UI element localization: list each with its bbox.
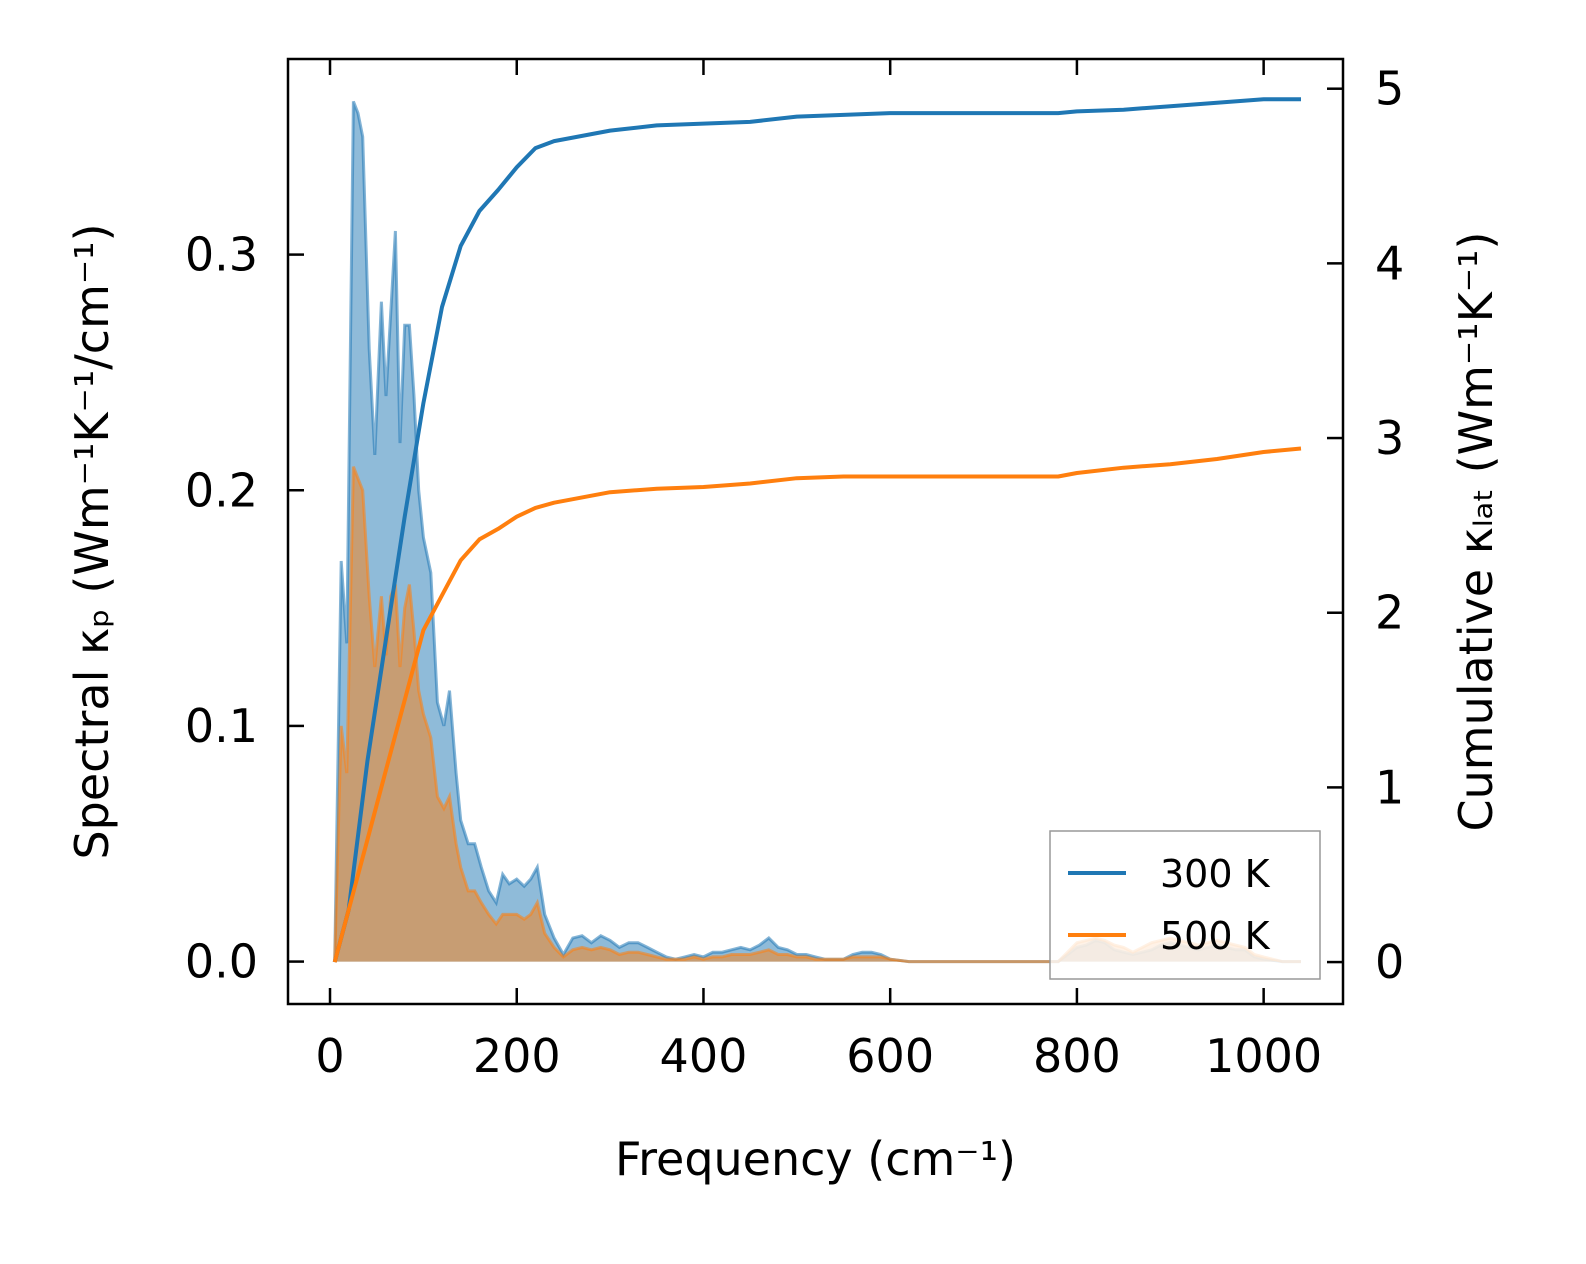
y-axis-left-title: Spectral κₚ (Wm⁻¹K⁻¹/cm⁻¹) [65, 223, 119, 859]
x-tick-label: 0 [315, 1029, 344, 1083]
cumulative-lines [332, 97, 1302, 963]
x-tick-label: 600 [846, 1029, 934, 1083]
x-axis-title: Frequency (cm⁻¹) [615, 1132, 1016, 1186]
y-right-tick-label: 2 [1375, 586, 1404, 640]
legend: 300 K 500 K [1049, 830, 1321, 980]
ticks: 0 200 400 600 800 1000 0.0 0.1 0.2 0.3 0 1 2 3 4 5 [185, 59, 1404, 1083]
x-tick-label: 400 [660, 1029, 748, 1083]
y-axis-right-title: Cumulative κₗₐₜ (Wm⁻¹K⁻¹) [1449, 232, 1503, 832]
x-tick-label: 800 [1033, 1029, 1121, 1083]
cumulative-line-500k [332, 446, 1302, 963]
x-tick-label: 1000 [1205, 1029, 1322, 1083]
legend-box [1049, 830, 1321, 980]
y-right-tick-label: 0 [1375, 935, 1404, 989]
x-tick-label: 200 [473, 1029, 561, 1083]
y-left-tick-label: 0.1 [185, 699, 258, 753]
y-right-tick-label: 4 [1375, 236, 1404, 290]
y-right-tick-label: 1 [1375, 760, 1404, 814]
y-left-tick-label: 0.0 [185, 935, 258, 989]
y-left-tick-label: 0.3 [185, 228, 258, 282]
legend-label-300k: 300 K [1160, 852, 1271, 896]
y-right-tick-label: 3 [1375, 411, 1404, 465]
y-left-tick-label: 0.2 [185, 463, 258, 517]
y-right-tick-label: 5 [1375, 62, 1404, 116]
cumulative-line-300k [332, 97, 1301, 963]
spectral-area-500k [334, 466, 1301, 962]
plot-frame [286, 57, 1345, 1006]
legend-label-500k: 500 K [1160, 914, 1271, 958]
